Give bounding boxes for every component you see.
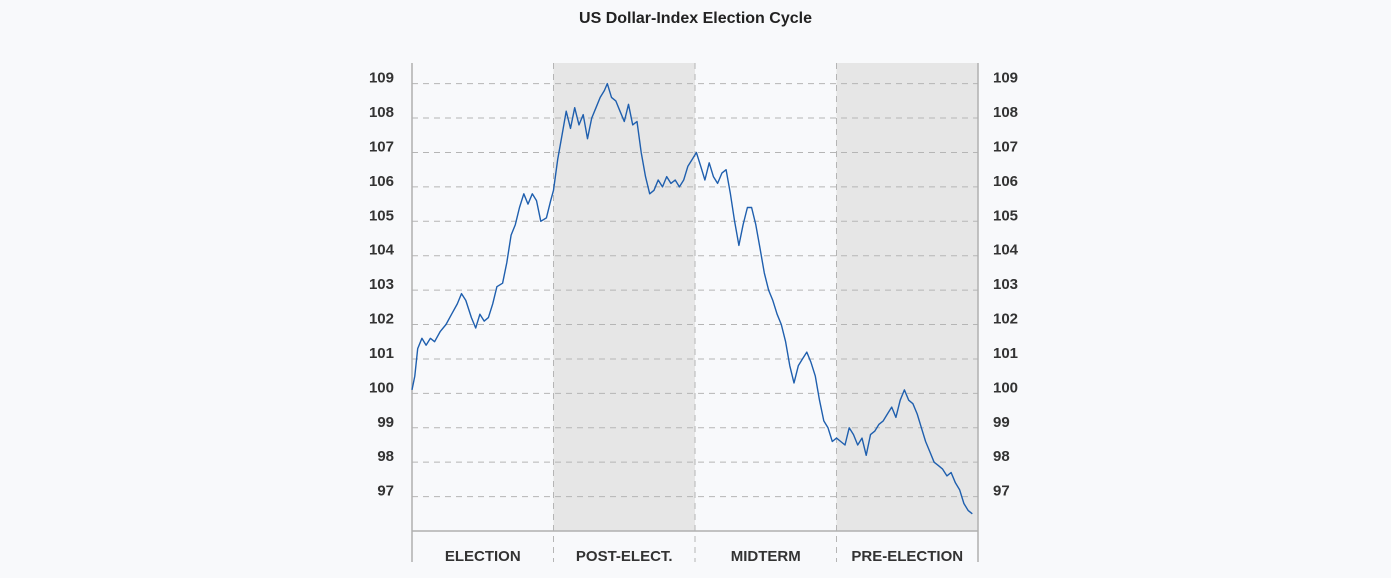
- x-axis-category-labels: ELECTION POST-ELECT. MIDTERM PRE-ELECTION: [445, 548, 963, 565]
- y-tick-label: 99: [993, 414, 1010, 431]
- y-tick-label: 102: [993, 311, 1018, 328]
- y-tick-label: 100: [993, 379, 1018, 396]
- y-tick-label: 105: [369, 207, 394, 224]
- y-tick-label: 106: [369, 173, 394, 190]
- x-category-label: MIDTERM: [731, 548, 801, 565]
- axes: [411, 63, 979, 562]
- series-line: [411, 82, 973, 515]
- y-tick-label: 104: [993, 242, 1019, 259]
- y-tick-label: 98: [993, 448, 1010, 465]
- y-tick-label: 100: [369, 379, 394, 396]
- y-tick-label: 103: [369, 276, 394, 293]
- y-tick-label: 109: [369, 70, 394, 87]
- y-tick-label: 107: [369, 138, 394, 155]
- y-axis-left-labels: 97 98 99 100 101 102 103 104 105 106 107 108 109: [369, 70, 395, 500]
- shaded-band: [836, 63, 978, 531]
- shaded-bands: [553, 63, 978, 531]
- y-tick-label: 97: [377, 483, 394, 500]
- y-tick-label: 102: [369, 311, 394, 328]
- y-tick-label: 103: [993, 276, 1018, 293]
- y-tick-label: 108: [369, 104, 394, 121]
- y-tick-label: 101: [369, 345, 394, 362]
- y-tick-label: 108: [993, 104, 1018, 121]
- y-tick-label: 99: [377, 414, 394, 431]
- series-group: [411, 82, 973, 515]
- x-category-label: PRE-ELECTION: [851, 548, 963, 565]
- y-tick-label: 104: [369, 242, 395, 259]
- y-tick-label: 109: [993, 70, 1018, 87]
- chart-title: US Dollar-Index Election Cycle: [579, 10, 812, 27]
- y-tick-label: 107: [993, 138, 1018, 155]
- y-tick-label: 101: [993, 345, 1018, 362]
- y-tick-label: 97: [993, 483, 1010, 500]
- x-category-label: ELECTION: [445, 548, 521, 565]
- y-tick-label: 106: [993, 173, 1018, 190]
- y-tick-label: 105: [993, 207, 1018, 224]
- y-axis-right-labels: 97 98 99 100 101 102 103 104 105 106 107 108 109: [993, 70, 1019, 500]
- x-category-label: POST-ELECT.: [576, 548, 673, 565]
- y-tick-label: 98: [377, 448, 394, 465]
- shaded-band: [553, 63, 695, 531]
